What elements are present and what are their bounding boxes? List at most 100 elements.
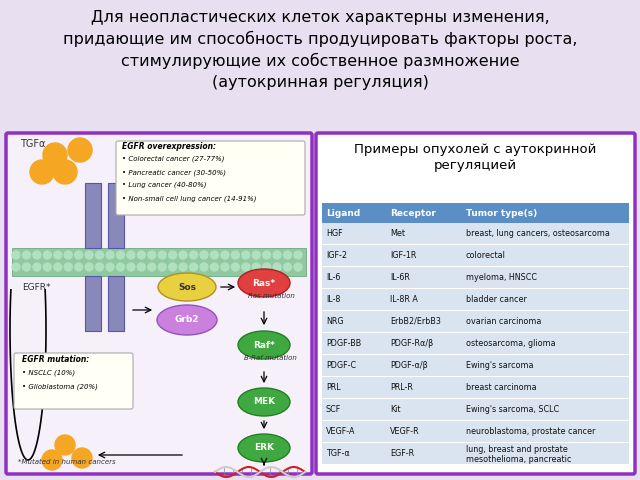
- Text: Для неопластических клеток характерны изменения,
придающие им способность продуц: Для неопластических клеток характерны из…: [63, 10, 577, 90]
- Text: Kit: Kit: [390, 405, 401, 413]
- Text: PRL-R: PRL-R: [390, 383, 413, 392]
- Circle shape: [43, 143, 67, 167]
- Circle shape: [189, 263, 198, 271]
- Text: Ras mutation: Ras mutation: [248, 293, 295, 299]
- Circle shape: [273, 263, 281, 271]
- Bar: [322, 223, 629, 244]
- Text: IL-8R A: IL-8R A: [390, 295, 418, 303]
- Text: EGFR mutation:: EGFR mutation:: [22, 355, 89, 364]
- Text: Sos: Sos: [178, 283, 196, 291]
- Circle shape: [54, 263, 62, 271]
- Text: PDGF-C: PDGF-C: [326, 360, 356, 370]
- Bar: [322, 267, 629, 288]
- Circle shape: [75, 251, 83, 259]
- Bar: [322, 203, 629, 223]
- Text: SCF: SCF: [326, 405, 341, 413]
- Circle shape: [158, 251, 166, 259]
- Circle shape: [200, 251, 208, 259]
- Circle shape: [179, 251, 187, 259]
- Text: Raf*: Raf*: [253, 340, 275, 349]
- Text: Tumor type(s): Tumor type(s): [466, 208, 537, 217]
- Text: EGFR overexpression:: EGFR overexpression:: [122, 142, 216, 151]
- Circle shape: [33, 251, 41, 259]
- Circle shape: [55, 435, 75, 455]
- Circle shape: [242, 263, 250, 271]
- Text: IL-6R: IL-6R: [390, 273, 410, 281]
- Text: bladder cancer: bladder cancer: [466, 295, 527, 303]
- Bar: [85, 183, 101, 248]
- FancyBboxPatch shape: [6, 133, 312, 474]
- Text: Примеры опухолей с аутокринной
регуляцией: Примеры опухолей с аутокринной регуляцие…: [355, 143, 596, 172]
- Ellipse shape: [238, 269, 290, 297]
- Text: PRL: PRL: [326, 383, 340, 392]
- Circle shape: [189, 251, 198, 259]
- Circle shape: [221, 251, 229, 259]
- Circle shape: [127, 251, 135, 259]
- Text: Ewing's sarcoma, SCLC: Ewing's sarcoma, SCLC: [466, 405, 559, 413]
- Text: EGFR*: EGFR*: [22, 283, 51, 292]
- Text: ovarian carcinoma: ovarian carcinoma: [466, 316, 541, 325]
- Circle shape: [200, 263, 208, 271]
- Text: • Colorectal cancer (27-77%): • Colorectal cancer (27-77%): [122, 156, 225, 163]
- Text: IL-6: IL-6: [326, 273, 340, 281]
- Text: osteosarcoma, glioma: osteosarcoma, glioma: [466, 338, 556, 348]
- Text: PDGF-Rα/β: PDGF-Rα/β: [390, 338, 433, 348]
- Text: myeloma, HNSCC: myeloma, HNSCC: [466, 273, 537, 281]
- Circle shape: [64, 251, 72, 259]
- Circle shape: [22, 263, 31, 271]
- Circle shape: [262, 263, 271, 271]
- Text: neuroblastoma, prostate cancer: neuroblastoma, prostate cancer: [466, 427, 595, 435]
- Circle shape: [72, 448, 92, 468]
- Circle shape: [68, 138, 92, 162]
- Circle shape: [33, 263, 41, 271]
- Circle shape: [44, 251, 51, 259]
- Circle shape: [116, 251, 124, 259]
- Text: HGF: HGF: [326, 228, 342, 238]
- Circle shape: [231, 251, 239, 259]
- Circle shape: [116, 263, 124, 271]
- Text: NRG: NRG: [326, 316, 344, 325]
- Text: IGF-2: IGF-2: [326, 251, 347, 260]
- Circle shape: [127, 263, 135, 271]
- Circle shape: [12, 263, 20, 271]
- Circle shape: [148, 251, 156, 259]
- Ellipse shape: [238, 434, 290, 462]
- Text: TGF-α: TGF-α: [326, 448, 349, 457]
- Text: lung, breast and prostate: lung, breast and prostate: [466, 445, 568, 455]
- Bar: [322, 377, 629, 398]
- Ellipse shape: [158, 273, 216, 301]
- Text: • Non-small cell lung cancer (14-91%): • Non-small cell lung cancer (14-91%): [122, 195, 257, 202]
- Circle shape: [44, 263, 51, 271]
- Circle shape: [252, 263, 260, 271]
- Circle shape: [221, 263, 229, 271]
- Circle shape: [30, 160, 54, 184]
- Bar: [108, 183, 124, 248]
- Circle shape: [138, 251, 145, 259]
- Circle shape: [75, 263, 83, 271]
- Text: breast, lung cancers, osteosarcoma: breast, lung cancers, osteosarcoma: [466, 228, 610, 238]
- Text: PDGF-α/β: PDGF-α/β: [390, 360, 428, 370]
- Circle shape: [284, 263, 292, 271]
- Text: colorectal: colorectal: [466, 251, 506, 260]
- Circle shape: [138, 263, 145, 271]
- Bar: [12, 248, 306, 276]
- Bar: [322, 355, 629, 376]
- Text: ErbB2/ErbB3: ErbB2/ErbB3: [390, 316, 441, 325]
- Text: MEK: MEK: [253, 397, 275, 407]
- Ellipse shape: [238, 388, 290, 416]
- Text: Ras*: Ras*: [252, 278, 276, 288]
- Circle shape: [179, 263, 187, 271]
- Circle shape: [273, 251, 281, 259]
- Bar: [322, 245, 629, 266]
- Bar: [0, 0, 640, 128]
- Circle shape: [294, 251, 302, 259]
- Circle shape: [12, 251, 20, 259]
- Bar: [322, 443, 629, 464]
- Bar: [85, 276, 101, 331]
- Text: breast carcinoma: breast carcinoma: [466, 383, 536, 392]
- Text: Receptor: Receptor: [390, 208, 436, 217]
- Text: PDGF-BB: PDGF-BB: [326, 338, 361, 348]
- Circle shape: [158, 263, 166, 271]
- FancyBboxPatch shape: [316, 133, 635, 474]
- Text: Ewing's sarcoma: Ewing's sarcoma: [466, 360, 534, 370]
